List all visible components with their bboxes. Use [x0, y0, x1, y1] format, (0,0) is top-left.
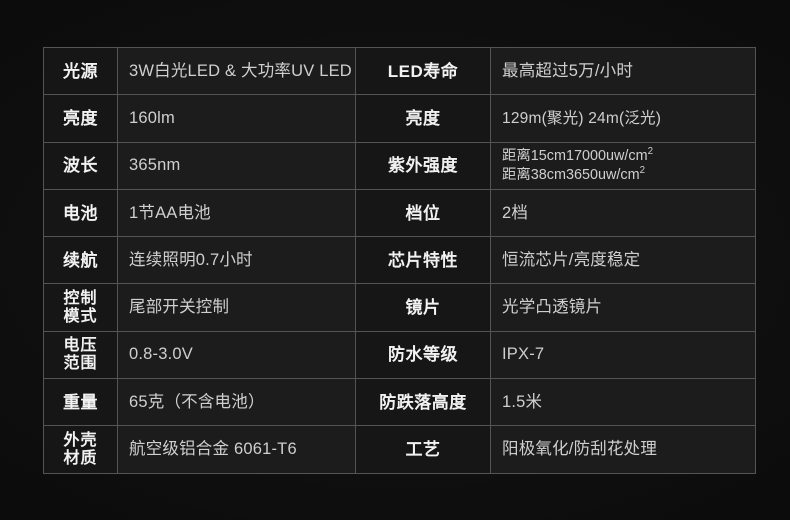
table-row: 电池 1节AA电池 档位 2档: [43, 188, 756, 238]
uv-intensity-line-1: 距离15cm17000uw/cm2: [502, 147, 749, 165]
spec-label-chip-feature: 芯片特性: [355, 236, 491, 285]
spec-value-voltage-range: 0.8-3.0V: [117, 330, 356, 380]
spec-label-control-mode: 控制 模式: [43, 283, 118, 332]
spec-label-runtime: 续航: [43, 236, 118, 285]
spec-label-lens: 镜片: [355, 283, 491, 332]
spec-label-brightness: 亮度: [43, 94, 118, 143]
spec-label-wavelength: 波长: [43, 141, 118, 190]
voltage-range-label-line-1: 电压: [63, 337, 98, 355]
spec-label-uv-intensity: 紫外强度: [355, 141, 491, 190]
spec-label-voltage-range: 电压 范围: [43, 330, 118, 380]
spec-value-finish-process: 阳极氧化/防刮花处理: [490, 425, 756, 474]
table-row: 控制 模式 尾部开关控制 镜片 光学凸透镜片: [43, 283, 756, 332]
uv-intensity-line-2-text: 距离38cm3650uw/cm: [502, 166, 640, 183]
housing-material-label-line-2: 材质: [63, 449, 98, 467]
spec-value-battery: 1节AA电池: [117, 188, 356, 238]
specification-table-body: 光源 3W白光LED & 大功率UV LED LED寿命 最高超过5万/小时 亮…: [43, 46, 756, 474]
spec-label-battery: 电池: [43, 188, 118, 238]
spec-label-housing-material: 外壳 材质: [43, 425, 118, 474]
spec-value-waterproof-rating: IPX-7: [490, 330, 756, 380]
spec-label-beam-distance: 亮度: [355, 94, 491, 143]
table-row: 重量 65克（不含电池） 防跌落高度 1.5米: [43, 378, 756, 427]
spec-label-light-source: 光源: [43, 46, 118, 96]
spec-value-housing-material: 航空级铝合金 6061-T6: [117, 425, 356, 474]
uv-intensity-line-2-sup: 2: [639, 164, 646, 176]
uv-intensity-line-1-sup: 2: [647, 146, 654, 158]
spec-value-weight: 65克（不含电池）: [117, 378, 356, 427]
table-row: 亮度 160lm 亮度 129m(聚光) 24m(泛光): [43, 94, 756, 143]
spec-value-brightness: 160lm: [117, 94, 356, 143]
specification-table: 光源 3W白光LED & 大功率UV LED LED寿命 最高超过5万/小时 亮…: [43, 46, 756, 474]
spec-label-modes: 档位: [355, 188, 491, 238]
spec-value-modes: 2档: [490, 188, 756, 238]
spec-value-wavelength: 365nm: [117, 141, 356, 190]
spec-value-drop-resistance: 1.5米: [490, 378, 756, 427]
spec-value-beam-distance: 129m(聚光) 24m(泛光): [490, 94, 756, 143]
spec-label-weight: 重量: [43, 378, 118, 427]
voltage-range-label-line-2: 范围: [63, 354, 98, 372]
table-row: 续航 连续照明0.7小时 芯片特性 恒流芯片/亮度稳定: [43, 236, 756, 285]
table-row: 外壳 材质 航空级铝合金 6061-T6 工艺 阳极氧化/防刮花处理: [43, 425, 756, 474]
table-row: 电压 范围 0.8-3.0V 防水等级 IPX-7: [43, 330, 756, 380]
spec-value-led-lifespan: 最高超过5万/小时: [490, 46, 756, 96]
uv-intensity-line-1-text: 距离15cm17000uw/cm: [502, 148, 648, 165]
spec-label-finish-process: 工艺: [355, 425, 491, 474]
spec-value-light-source: 3W白光LED & 大功率UV LED: [117, 46, 356, 96]
housing-material-label-line-1: 外壳: [63, 431, 98, 449]
spec-label-waterproof-rating: 防水等级: [355, 330, 491, 380]
spec-value-lens: 光学凸透镜片: [490, 283, 756, 332]
uv-intensity-line-2: 距离38cm3650uw/cm2: [502, 166, 749, 184]
control-mode-label-line-1: 控制: [63, 289, 98, 307]
table-row: 光源 3W白光LED & 大功率UV LED LED寿命 最高超过5万/小时: [43, 46, 756, 96]
spec-value-control-mode: 尾部开关控制: [117, 283, 356, 332]
spec-value-chip-feature: 恒流芯片/亮度稳定: [490, 236, 756, 285]
spec-label-led-lifespan: LED寿命: [355, 46, 491, 96]
spec-value-uv-intensity: 距离15cm17000uw/cm2 距离38cm3650uw/cm2: [490, 141, 756, 190]
table-row: 波长 365nm 紫外强度 距离15cm17000uw/cm2 距离38cm36…: [43, 141, 756, 190]
spec-value-runtime: 连续照明0.7小时: [117, 236, 356, 285]
spec-label-drop-resistance: 防跌落高度: [355, 378, 491, 427]
control-mode-label-line-2: 模式: [63, 307, 98, 325]
